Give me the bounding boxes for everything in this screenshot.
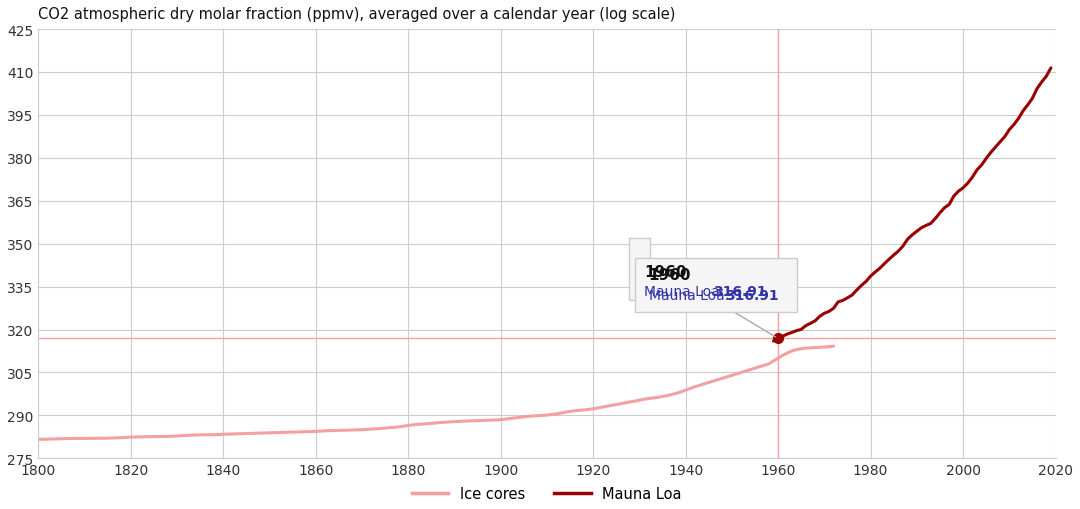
Text: 1960: 1960 [649, 267, 691, 282]
Text: 1960: 1960 [644, 264, 687, 279]
Legend: Ice cores, Mauna Loa: Ice cores, Mauna Loa [406, 480, 688, 507]
Text: Mauna Loa:: Mauna Loa: [649, 289, 733, 302]
Text: CO2 atmospheric dry molar fraction (ppmv), averaged over a calendar year (log sc: CO2 atmospheric dry molar fraction (ppmv… [38, 7, 676, 22]
Text: Mauna Loa:: Mauna Loa: [644, 284, 729, 298]
Text: 316.91: 316.91 [714, 284, 767, 298]
Text: 316.91: 316.91 [725, 289, 779, 302]
FancyBboxPatch shape [635, 259, 797, 313]
